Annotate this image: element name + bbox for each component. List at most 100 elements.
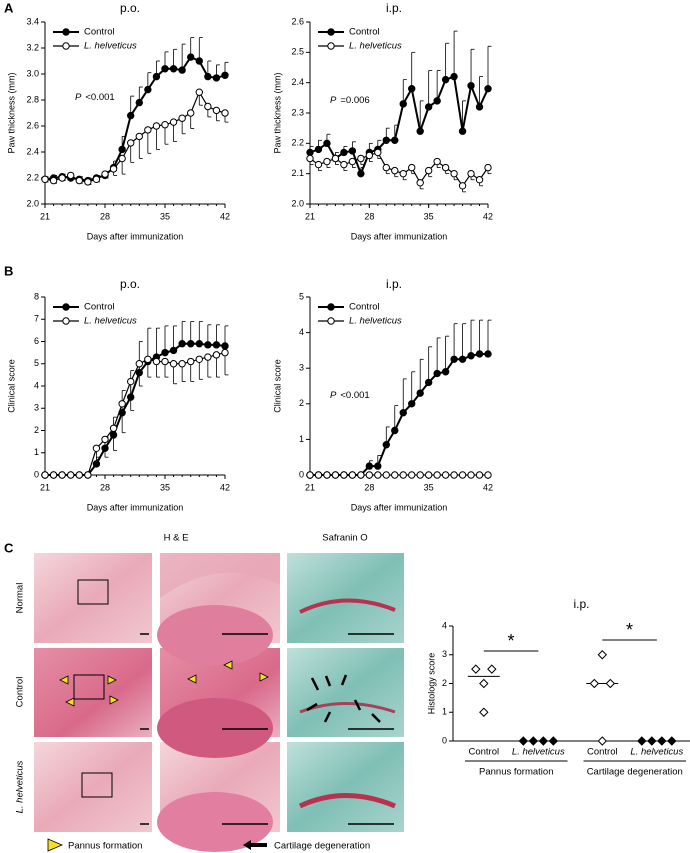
y-axis-label: Histology score bbox=[426, 653, 436, 715]
marker bbox=[84, 471, 92, 479]
group-label: Cartilage degeneration bbox=[587, 767, 683, 778]
marker bbox=[458, 182, 467, 190]
image bbox=[34, 648, 152, 737]
legend-label: L. helveticus bbox=[349, 41, 402, 52]
y-tick-label: 3 bbox=[299, 363, 304, 373]
x-tick-label: 28 bbox=[364, 482, 374, 492]
marker bbox=[161, 348, 169, 357]
error-bar bbox=[479, 319, 484, 354]
error-bar bbox=[453, 323, 458, 360]
legend-marker bbox=[62, 42, 70, 50]
tissue bbox=[157, 605, 273, 665]
marker bbox=[306, 471, 314, 479]
legend-label: Control bbox=[349, 27, 380, 38]
marker bbox=[408, 400, 416, 408]
error-bar bbox=[156, 327, 160, 358]
marker bbox=[92, 175, 101, 184]
x-tick-label: L. helveticus bbox=[630, 747, 683, 758]
marker bbox=[187, 357, 195, 366]
tissue bbox=[299, 598, 396, 614]
marker bbox=[475, 350, 484, 358]
x-tick-label: 21 bbox=[40, 211, 50, 221]
marker bbox=[195, 355, 203, 363]
error-bar bbox=[428, 70, 433, 107]
marker bbox=[331, 154, 340, 163]
y-tick-label: 7 bbox=[34, 314, 39, 324]
marker bbox=[450, 169, 458, 178]
marker bbox=[365, 151, 374, 160]
y-tick-label: 2.3 bbox=[291, 107, 304, 117]
row-label: L. helveticus bbox=[15, 760, 26, 813]
series-line bbox=[45, 352, 226, 476]
legend-marker bbox=[327, 42, 335, 50]
chart-title: p.o. bbox=[120, 1, 140, 15]
x-axis-label: Days after immunization bbox=[351, 231, 448, 241]
data-point bbox=[605, 678, 616, 689]
marker bbox=[433, 97, 441, 105]
panel-label: C bbox=[4, 540, 14, 555]
marker bbox=[127, 393, 135, 401]
panel-label: A bbox=[4, 0, 14, 15]
marker bbox=[221, 71, 229, 80]
error-bar bbox=[402, 378, 407, 413]
marker bbox=[169, 65, 178, 73]
marker bbox=[169, 118, 178, 126]
marker bbox=[458, 355, 467, 363]
annotation-text: <0.001 bbox=[340, 390, 369, 401]
image bbox=[287, 648, 404, 737]
marker bbox=[374, 462, 382, 470]
data-point bbox=[479, 707, 489, 717]
y-tick-label: 2.2 bbox=[291, 138, 304, 148]
x-tick-label: 42 bbox=[483, 211, 493, 221]
error-bar bbox=[470, 48, 475, 86]
marker bbox=[391, 166, 399, 175]
marker bbox=[416, 127, 424, 135]
marker bbox=[382, 136, 390, 145]
y-tick-label: 0 bbox=[34, 469, 39, 479]
marker bbox=[450, 72, 458, 81]
marker bbox=[458, 471, 467, 479]
data-point bbox=[589, 678, 600, 689]
data-point bbox=[597, 736, 608, 746]
tissue bbox=[160, 553, 280, 598]
marker bbox=[178, 66, 186, 74]
x-tick-label: 21 bbox=[40, 482, 50, 492]
series-line bbox=[310, 352, 488, 476]
marker bbox=[450, 355, 458, 363]
y-tick-label: 4 bbox=[299, 327, 304, 337]
marker bbox=[416, 179, 424, 187]
legend-symbol bbox=[243, 840, 267, 850]
tissue bbox=[298, 793, 396, 809]
marker bbox=[178, 114, 186, 122]
annotation-symbol: P bbox=[330, 390, 337, 401]
cartilage-arrows bbox=[306, 674, 381, 723]
marker bbox=[348, 471, 357, 479]
legend-label: L. helveticus bbox=[349, 316, 402, 327]
marker bbox=[127, 111, 135, 120]
marker bbox=[357, 154, 365, 163]
marker bbox=[92, 460, 101, 468]
error-bar bbox=[445, 42, 450, 80]
legend-marker bbox=[62, 28, 70, 36]
y-tick-label: 2.1 bbox=[291, 168, 304, 178]
y-tick-label: 2 bbox=[34, 425, 39, 435]
error-bar bbox=[453, 30, 458, 77]
data-point bbox=[548, 736, 559, 746]
error-bar bbox=[470, 319, 475, 356]
data-point bbox=[667, 736, 677, 746]
y-tick-label: 4 bbox=[442, 620, 447, 630]
marker bbox=[169, 346, 178, 355]
marker bbox=[75, 471, 83, 479]
marker bbox=[399, 471, 407, 479]
marker bbox=[152, 357, 161, 366]
error-bar bbox=[156, 126, 160, 150]
marker bbox=[484, 350, 492, 358]
marker bbox=[408, 85, 416, 93]
annotation-symbol: P bbox=[330, 95, 337, 106]
annotation: P <0.001 bbox=[75, 92, 115, 103]
error-bar bbox=[411, 371, 416, 404]
error-bar bbox=[436, 337, 441, 374]
y-axis-label: Clinical score bbox=[272, 359, 282, 413]
x-tick-label: 21 bbox=[305, 211, 315, 221]
marker bbox=[484, 163, 492, 172]
